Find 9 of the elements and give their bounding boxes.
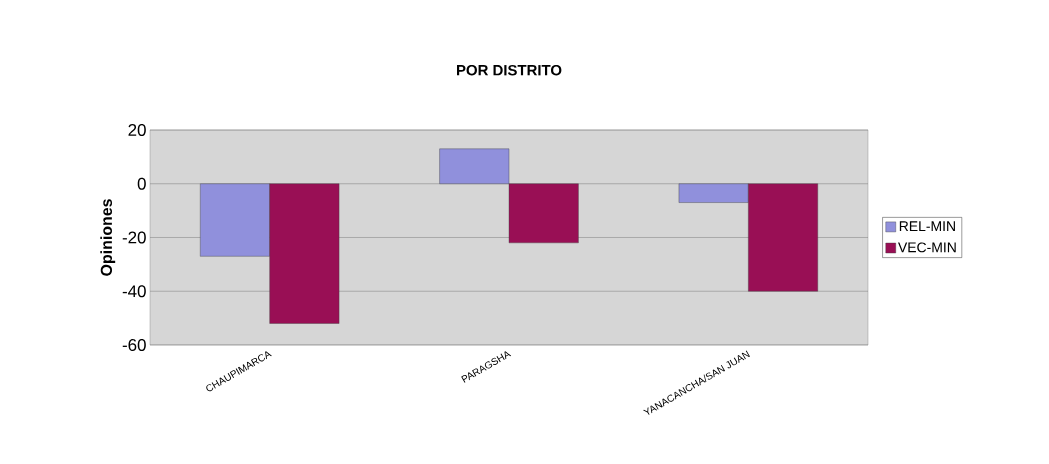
y-tick-label: 20 [128,124,146,136]
y-tick-label: -20 [122,231,146,244]
y-tick-label: -40 [122,285,146,298]
y-tick-label: -60 [122,338,146,351]
y-axis-title: Opiniones [100,199,116,276]
legend-label: VEC-MIN [898,242,956,253]
legend-label: REL-MIN [899,221,955,231]
y-tick-label: 0 [137,177,146,190]
chart-title: POR DISTRITO [457,64,562,76]
